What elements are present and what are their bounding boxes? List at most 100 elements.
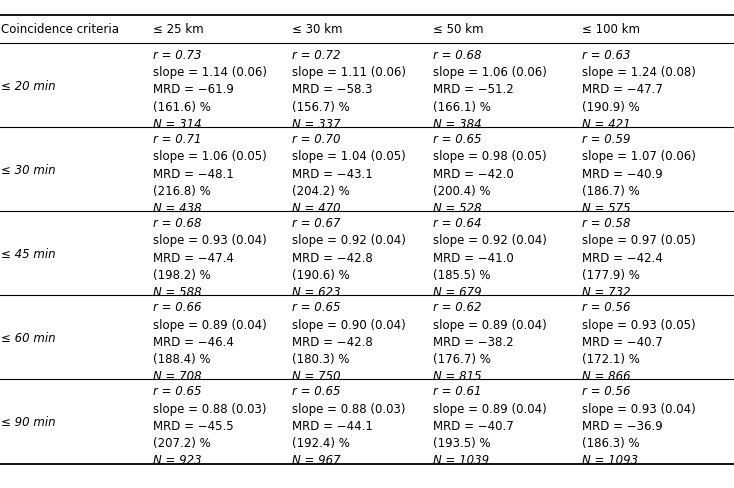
Text: MRD = −38.2: MRD = −38.2 — [433, 335, 514, 348]
Text: (190.9) %: (190.9) % — [582, 101, 640, 114]
Text: (188.4) %: (188.4) % — [153, 352, 211, 366]
Text: N = 967: N = 967 — [292, 453, 341, 467]
Text: (200.4) %: (200.4) % — [433, 184, 491, 198]
Text: (198.2) %: (198.2) % — [153, 268, 211, 282]
Text: MRD = −40.9: MRD = −40.9 — [582, 167, 663, 180]
Text: (176.7) %: (176.7) % — [433, 352, 491, 366]
Text: MRD = −36.9: MRD = −36.9 — [582, 419, 663, 432]
Text: r = 0.59: r = 0.59 — [582, 133, 631, 146]
Text: N = 438: N = 438 — [153, 202, 201, 215]
Text: N = 815: N = 815 — [433, 369, 482, 383]
Text: r = 0.62: r = 0.62 — [433, 301, 482, 314]
Text: MRD = −47.7: MRD = −47.7 — [582, 83, 663, 96]
Text: slope = 1.14 (0.06): slope = 1.14 (0.06) — [153, 66, 266, 79]
Text: N = 623: N = 623 — [292, 285, 341, 299]
Text: r = 0.63: r = 0.63 — [582, 49, 631, 62]
Text: MRD = −42.8: MRD = −42.8 — [292, 335, 373, 348]
Text: r = 0.61: r = 0.61 — [433, 385, 482, 398]
Text: MRD = −42.8: MRD = −42.8 — [292, 251, 373, 264]
Text: ≤ 25 km: ≤ 25 km — [153, 23, 203, 36]
Text: N = 575: N = 575 — [582, 202, 631, 215]
Text: N = 679: N = 679 — [433, 285, 482, 299]
Text: MRD = −48.1: MRD = −48.1 — [153, 167, 233, 180]
Text: (216.8) %: (216.8) % — [153, 184, 211, 198]
Text: N = 732: N = 732 — [582, 285, 631, 299]
Text: Coincidence criteria: Coincidence criteria — [1, 23, 120, 36]
Text: r = 0.65: r = 0.65 — [153, 385, 201, 398]
Text: N = 384: N = 384 — [433, 118, 482, 131]
Text: r = 0.70: r = 0.70 — [292, 133, 341, 146]
Text: slope = 0.93 (0.05): slope = 0.93 (0.05) — [582, 318, 696, 331]
Text: slope = 0.90 (0.04): slope = 0.90 (0.04) — [292, 318, 406, 331]
Text: N = 708: N = 708 — [153, 369, 201, 383]
Text: (172.1) %: (172.1) % — [582, 352, 640, 366]
Text: (207.2) %: (207.2) % — [153, 436, 211, 449]
Text: slope = 0.89 (0.04): slope = 0.89 (0.04) — [433, 318, 547, 331]
Text: N = 923: N = 923 — [153, 453, 201, 467]
Text: r = 0.73: r = 0.73 — [153, 49, 201, 62]
Text: MRD = −46.4: MRD = −46.4 — [153, 335, 233, 348]
Text: (193.5) %: (193.5) % — [433, 436, 491, 449]
Text: slope = 1.06 (0.05): slope = 1.06 (0.05) — [153, 150, 266, 163]
Text: slope = 0.88 (0.03): slope = 0.88 (0.03) — [292, 402, 406, 415]
Text: (186.7) %: (186.7) % — [582, 184, 640, 198]
Text: r = 0.71: r = 0.71 — [153, 133, 201, 146]
Text: ≤ 45 min: ≤ 45 min — [1, 247, 56, 260]
Text: N = 750: N = 750 — [292, 369, 341, 383]
Text: slope = 0.93 (0.04): slope = 0.93 (0.04) — [153, 234, 266, 247]
Text: ≤ 90 min: ≤ 90 min — [1, 415, 56, 428]
Text: slope = 0.89 (0.04): slope = 0.89 (0.04) — [153, 318, 266, 331]
Text: r = 0.72: r = 0.72 — [292, 49, 341, 62]
Text: N = 337: N = 337 — [292, 118, 341, 131]
Text: MRD = −61.9: MRD = −61.9 — [153, 83, 233, 96]
Text: MRD = −43.1: MRD = −43.1 — [292, 167, 373, 180]
Text: MRD = −41.0: MRD = −41.0 — [433, 251, 514, 264]
Text: (185.5) %: (185.5) % — [433, 268, 490, 282]
Text: (177.9) %: (177.9) % — [582, 268, 640, 282]
Text: slope = 1.06 (0.06): slope = 1.06 (0.06) — [433, 66, 547, 79]
Text: r = 0.67: r = 0.67 — [292, 217, 341, 230]
Text: N = 1093: N = 1093 — [582, 453, 638, 467]
Text: MRD = −40.7: MRD = −40.7 — [433, 419, 514, 432]
Text: slope = 0.93 (0.04): slope = 0.93 (0.04) — [582, 402, 696, 415]
Text: N = 866: N = 866 — [582, 369, 631, 383]
Text: r = 0.65: r = 0.65 — [292, 385, 341, 398]
Text: r = 0.65: r = 0.65 — [292, 301, 341, 314]
Text: (192.4) %: (192.4) % — [292, 436, 350, 449]
Text: (180.3) %: (180.3) % — [292, 352, 349, 366]
Text: slope = 0.88 (0.03): slope = 0.88 (0.03) — [153, 402, 266, 415]
Text: r = 0.68: r = 0.68 — [153, 217, 201, 230]
Text: (156.7) %: (156.7) % — [292, 101, 350, 114]
Text: N = 588: N = 588 — [153, 285, 201, 299]
Text: (161.6) %: (161.6) % — [153, 101, 211, 114]
Text: MRD = −44.1: MRD = −44.1 — [292, 419, 373, 432]
Text: slope = 0.89 (0.04): slope = 0.89 (0.04) — [433, 402, 547, 415]
Text: slope = 0.92 (0.04): slope = 0.92 (0.04) — [433, 234, 547, 247]
Text: N = 314: N = 314 — [153, 118, 201, 131]
Text: ≤ 20 min: ≤ 20 min — [1, 80, 56, 92]
Text: (186.3) %: (186.3) % — [582, 436, 640, 449]
Text: MRD = −58.3: MRD = −58.3 — [292, 83, 373, 96]
Text: MRD = −47.4: MRD = −47.4 — [153, 251, 233, 264]
Text: slope = 1.04 (0.05): slope = 1.04 (0.05) — [292, 150, 406, 163]
Text: r = 0.56: r = 0.56 — [582, 385, 631, 398]
Text: MRD = −51.2: MRD = −51.2 — [433, 83, 514, 96]
Text: N = 421: N = 421 — [582, 118, 631, 131]
Text: N = 1039: N = 1039 — [433, 453, 489, 467]
Text: MRD = −45.5: MRD = −45.5 — [153, 419, 233, 432]
Text: MRD = −42.4: MRD = −42.4 — [582, 251, 663, 264]
Text: r = 0.68: r = 0.68 — [433, 49, 482, 62]
Text: slope = 0.92 (0.04): slope = 0.92 (0.04) — [292, 234, 406, 247]
Text: r = 0.56: r = 0.56 — [582, 301, 631, 314]
Text: slope = 1.07 (0.06): slope = 1.07 (0.06) — [582, 150, 696, 163]
Text: ≤ 50 km: ≤ 50 km — [433, 23, 484, 36]
Text: slope = 0.98 (0.05): slope = 0.98 (0.05) — [433, 150, 547, 163]
Text: ≤ 60 min: ≤ 60 min — [1, 331, 56, 344]
Text: slope = 1.24 (0.08): slope = 1.24 (0.08) — [582, 66, 696, 79]
Text: (204.2) %: (204.2) % — [292, 184, 350, 198]
Text: r = 0.66: r = 0.66 — [153, 301, 201, 314]
Text: MRD = −42.0: MRD = −42.0 — [433, 167, 514, 180]
Text: MRD = −40.7: MRD = −40.7 — [582, 335, 663, 348]
Text: (190.6) %: (190.6) % — [292, 268, 350, 282]
Text: ≤ 100 km: ≤ 100 km — [582, 23, 640, 36]
